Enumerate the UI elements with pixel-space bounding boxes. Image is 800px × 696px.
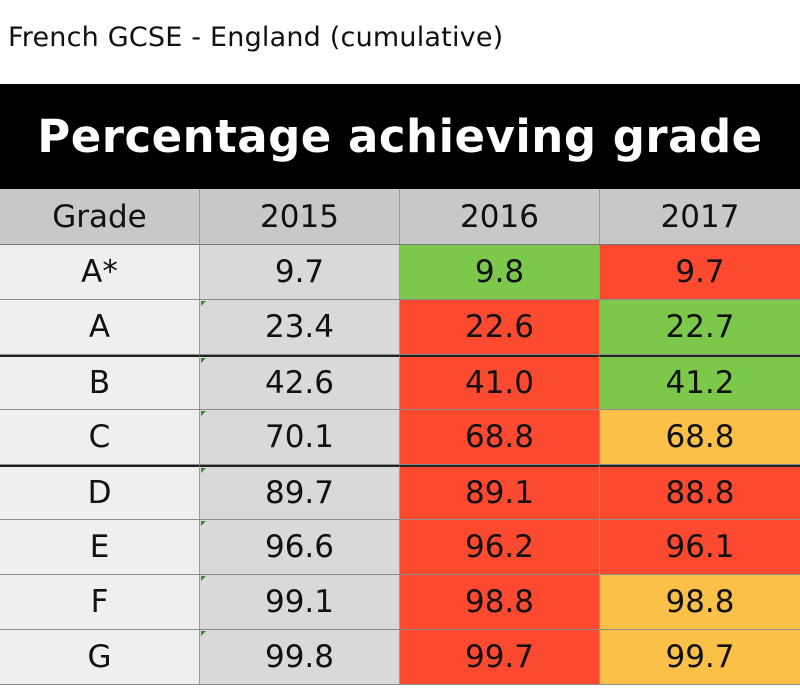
value-text: 68.8 xyxy=(665,419,735,455)
value-cell-2016: 96.2 xyxy=(400,520,600,575)
value-text: 23.4 xyxy=(264,309,335,345)
value-cell-2016: 22.6 xyxy=(400,300,600,355)
grade-cell: D xyxy=(0,465,200,520)
value-text: 88.8 xyxy=(665,475,735,511)
value-text: 41.0 xyxy=(464,365,535,401)
value-cell-2017: 96.1 xyxy=(600,520,800,575)
value-text: 9.8 xyxy=(474,254,525,290)
value-cell-2017: 98.8 xyxy=(600,575,800,630)
column-header-2016: 2016 xyxy=(400,189,600,245)
value-cell-2016: 68.8 xyxy=(400,410,600,465)
comment-marker-icon xyxy=(201,631,206,636)
value-cell-2015: 99.1 xyxy=(200,575,400,630)
grade-cell: A* xyxy=(0,245,200,300)
value-text: 22.6 xyxy=(464,309,535,345)
comment-marker-icon xyxy=(201,521,206,526)
value-text: 96.2 xyxy=(464,529,535,565)
value-text: 96.6 xyxy=(264,529,335,565)
value-cell-2016: 98.8 xyxy=(400,575,600,630)
value-cell-2016: 41.0 xyxy=(400,355,600,410)
grade-table: Grade 2015 2016 2017 A* 9.7 9.8 9.7 A 23.4 22.6 22.… xyxy=(0,189,800,685)
comment-marker-icon xyxy=(201,301,206,306)
comment-marker-icon xyxy=(201,576,206,581)
value-cell-2015: 96.6 xyxy=(200,520,400,575)
value-text: 22.7 xyxy=(665,309,735,345)
grade-cell: B xyxy=(0,355,200,410)
value-cell-2015: 23.4 xyxy=(200,300,400,355)
value-text: 98.8 xyxy=(464,584,535,620)
grade-cell: F xyxy=(0,575,200,630)
value-text: 70.1 xyxy=(264,419,335,455)
value-cell-2017: 68.8 xyxy=(600,410,800,465)
table-header-band: Percentage achieving grade xyxy=(0,84,800,189)
value-text: 98.8 xyxy=(665,584,735,620)
grade-cell: A xyxy=(0,300,200,355)
grade-cell: E xyxy=(0,520,200,575)
value-text: 89.1 xyxy=(464,475,535,511)
value-cell-2015: 9.7 xyxy=(200,245,400,300)
value-cell-2016: 9.8 xyxy=(400,245,600,300)
value-text: 9.7 xyxy=(274,254,325,290)
value-text: 96.1 xyxy=(665,529,735,565)
value-cell-2017: 22.7 xyxy=(600,300,800,355)
value-text: 99.7 xyxy=(464,639,535,675)
value-text: 9.7 xyxy=(675,254,725,290)
value-cell-2017: 9.7 xyxy=(600,245,800,300)
grade-cell: G xyxy=(0,630,200,685)
value-text: 89.7 xyxy=(264,475,335,511)
value-cell-2017: 99.7 xyxy=(600,630,800,685)
column-header-grade: Grade xyxy=(0,189,200,245)
value-text: 68.8 xyxy=(464,419,535,455)
value-text: 42.6 xyxy=(264,365,335,401)
comment-marker-icon xyxy=(201,411,206,416)
value-cell-2015: 70.1 xyxy=(200,410,400,465)
table-title: Percentage achieving grade xyxy=(37,110,763,163)
page-title: French GCSE - England (cumulative) xyxy=(8,22,504,53)
column-header-2015: 2015 xyxy=(200,189,400,245)
value-cell-2015: 42.6 xyxy=(200,355,400,410)
value-cell-2016: 89.1 xyxy=(400,465,600,520)
value-cell-2017: 88.8 xyxy=(600,465,800,520)
value-text: 99.7 xyxy=(665,639,735,675)
value-cell-2015: 99.8 xyxy=(200,630,400,685)
value-text: 99.8 xyxy=(264,639,335,675)
value-cell-2016: 99.7 xyxy=(400,630,600,685)
comment-marker-icon xyxy=(201,358,206,363)
value-text: 99.1 xyxy=(264,584,335,620)
grade-cell: C xyxy=(0,410,200,465)
value-text: 41.2 xyxy=(665,365,735,401)
value-cell-2017: 41.2 xyxy=(600,355,800,410)
value-cell-2015: 89.7 xyxy=(200,465,400,520)
comment-marker-icon xyxy=(201,468,206,473)
column-header-2017: 2017 xyxy=(600,189,800,245)
